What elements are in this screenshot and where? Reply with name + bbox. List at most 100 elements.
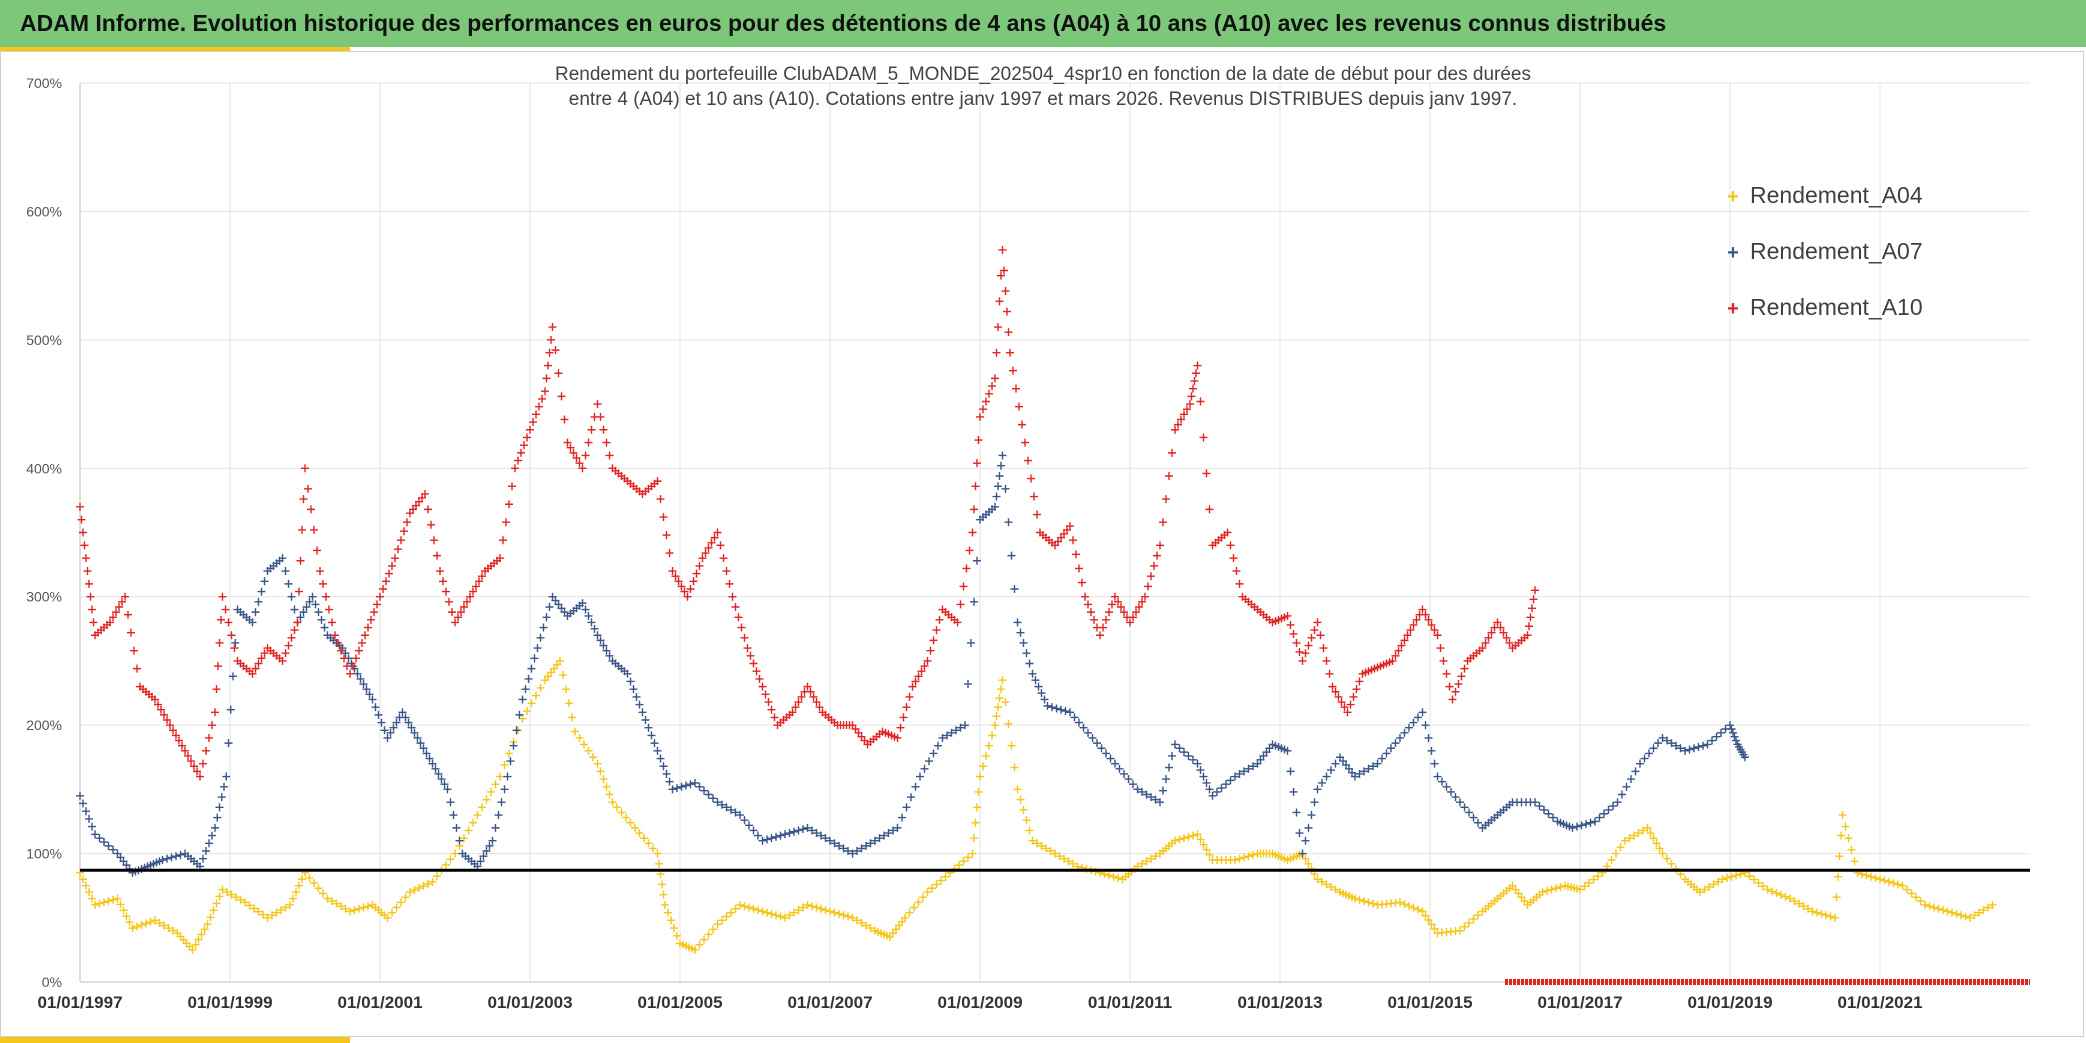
- data-point-rendement_a07: [623, 669, 632, 678]
- data-point-rendement_a04: [1822, 911, 1830, 920]
- data-point-rendement_a10: [953, 618, 962, 627]
- data-point-rendement_a04: [1240, 853, 1248, 862]
- data-point-rendement_a04: [1709, 880, 1718, 889]
- data-point-rendement_a04: [857, 918, 866, 927]
- data-point-rendement_a07: [419, 744, 428, 753]
- data-point-rendement_a04: [337, 902, 345, 911]
- data-point-rendement_a10: [923, 656, 932, 665]
- data-point-rendement_a07: [1070, 713, 1079, 722]
- data-point-rendement_a10: [668, 567, 677, 576]
- data-point-rendement_a07: [211, 823, 219, 832]
- data-point-rendement_a07: [1115, 764, 1124, 773]
- data-point-rendement_a07: [1289, 787, 1298, 796]
- data-point-rendement_a07: [1307, 811, 1316, 820]
- data-point-rendement_a10: [662, 531, 671, 540]
- data-point-rendement_a04: [268, 911, 276, 920]
- data-point-rendement_a10: [1442, 669, 1451, 678]
- data-point-rendement_a10: [566, 443, 575, 452]
- data-point-rendement_a04: [803, 900, 812, 909]
- data-point-rendement_a10: [1349, 692, 1358, 701]
- data-point-rendement_a07: [1138, 787, 1146, 796]
- data-point-rendement_a10: [76, 502, 84, 511]
- data-point-rendement_a04: [740, 902, 749, 911]
- data-point-rendement_a07: [494, 811, 503, 820]
- data-point-rendement_a10: [403, 518, 411, 527]
- data-point-rendement_a07: [1298, 849, 1307, 858]
- data-point-rendement_a07: [862, 841, 870, 850]
- data-point-rendement_a07: [848, 849, 857, 858]
- data-point-rendement_a04: [1832, 893, 1841, 902]
- data-point-rendement_a04: [565, 699, 573, 708]
- data-point-rendement_a10: [224, 618, 233, 627]
- data-point-rendement_a07: [476, 857, 485, 866]
- data-point-rendement_a10: [89, 618, 98, 627]
- data-point-rendement_a07: [1627, 775, 1635, 784]
- data-point-rendement_a07: [1694, 742, 1703, 751]
- data-point-rendement_a07: [758, 836, 767, 845]
- data-point-rendement_a04: [1889, 879, 1898, 888]
- data-point-rendement_a07: [629, 685, 638, 694]
- data-point-rendement_a04: [1867, 872, 1875, 881]
- data-point-rendement_a04: [1930, 903, 1938, 912]
- data-point-rendement_a07: [1438, 777, 1446, 786]
- data-point-rendement_a07: [1165, 763, 1173, 772]
- x-tick-label: 01/01/2009: [937, 993, 1022, 1012]
- data-point-rendement_a04: [410, 886, 419, 895]
- data-point-rendement_a04: [433, 872, 441, 881]
- data-point-rendement_a04: [406, 888, 414, 897]
- data-point-rendement_a10: [569, 448, 578, 457]
- y-tick-label: 400%: [26, 460, 62, 476]
- data-point-rendement_a04: [197, 930, 206, 939]
- data-point-rendement_a04: [988, 731, 996, 740]
- data-point-rendement_a04: [1421, 911, 1430, 920]
- data-point-rendement_a10: [956, 600, 965, 609]
- data-point-rendement_a07: [100, 838, 108, 847]
- data-point-rendement_a10: [920, 662, 929, 671]
- data-point-rendement_a07: [844, 847, 852, 856]
- data-point-rendement_a07: [830, 839, 839, 848]
- data-point-rendement_a07: [455, 836, 464, 845]
- data-point-rendement_a10: [388, 561, 396, 570]
- data-point-rendement_a04: [1649, 834, 1658, 843]
- data-point-rendement_a10: [379, 585, 387, 594]
- data-point-rendement_a07: [1025, 659, 1034, 668]
- data-point-rendement_a07: [1180, 748, 1188, 757]
- data-point-rendement_a10: [770, 713, 779, 722]
- data-point-rendement_a10: [1229, 554, 1238, 563]
- data-point-rendement_a04: [1970, 911, 1979, 920]
- data-point-rendement_a10: [1523, 631, 1532, 640]
- data-point-rendement_a10: [439, 577, 447, 586]
- data-point-rendement_a07: [527, 664, 536, 673]
- data-point-rendement_a10: [1078, 578, 1086, 587]
- data-point-rendement_a07: [497, 798, 506, 807]
- data-point-rendement_a07: [374, 710, 383, 719]
- data-point-rendement_a04: [392, 903, 401, 912]
- data-point-rendement_a04: [1327, 882, 1335, 891]
- data-point-rendement_a07: [1066, 708, 1074, 717]
- data-point-rendement_a04: [1469, 915, 1478, 924]
- data-point-rendement_a04: [169, 926, 177, 935]
- data-point-rendement_a04: [1957, 911, 1965, 920]
- data-point-rendement_a04: [754, 906, 762, 915]
- data-point-rendement_a07: [947, 728, 956, 737]
- data-point-rendement_a10: [1289, 629, 1298, 638]
- data-point-rendement_a04: [905, 908, 914, 917]
- data-point-rendement_a07: [925, 757, 933, 766]
- data-point-rendement_a04: [227, 890, 236, 899]
- data-point-rendement_a10: [674, 577, 683, 586]
- data-point-rendement_a10: [1024, 456, 1032, 465]
- data-point-rendement_a04: [1007, 741, 1016, 750]
- data-point-rendement_a10: [278, 656, 287, 665]
- data-point-rendement_a04: [928, 884, 936, 893]
- data-point-rendement_a07: [413, 733, 422, 742]
- data-point-rendement_a04: [209, 906, 218, 915]
- data-point-rendement_a04: [848, 913, 857, 922]
- data-point-rendement_a07: [1010, 585, 1019, 594]
- data-point-rendement_a07: [662, 769, 671, 778]
- data-point-rendement_a10: [115, 602, 123, 611]
- data-point-rendement_a07: [1591, 817, 1599, 826]
- series-rendement_a07: [76, 451, 1749, 877]
- data-point-rendement_a10: [794, 698, 803, 707]
- data-point-rendement_a10: [1406, 626, 1415, 635]
- data-point-rendement_a07: [449, 811, 458, 820]
